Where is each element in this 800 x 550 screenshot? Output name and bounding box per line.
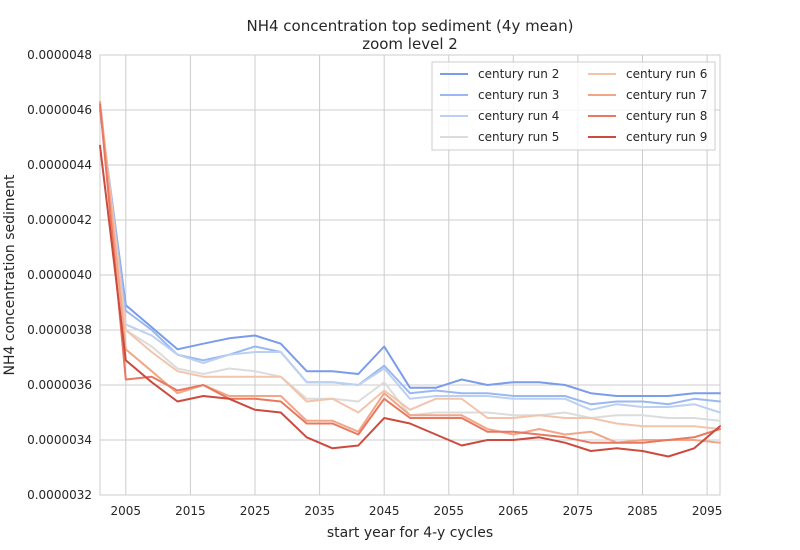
y-tick-label: 0.0000038 (27, 323, 92, 337)
x-tick-label: 2015 (175, 504, 206, 518)
series-line-century-run-3 (99, 106, 721, 406)
x-tick-label: 2025 (240, 504, 271, 518)
legend-item-century-run-8: century run 8 (588, 109, 707, 123)
x-tick-label: 2075 (563, 504, 594, 518)
legend-label: century run 5 (478, 130, 559, 144)
y-tick-label: 0.0000034 (27, 433, 92, 447)
y-tick-label: 0.0000040 (27, 268, 92, 282)
x-tick-label: 2065 (498, 504, 529, 518)
legend-item-century-run-6: century run 6 (588, 67, 707, 81)
legend-item-century-run-5: century run 5 (440, 130, 559, 144)
y-axis-label: NH4 concentration sediment (2, 174, 18, 376)
legend-label: century run 4 (478, 109, 559, 123)
x-axis-label: start year for 4-y cycles (327, 525, 493, 541)
x-tick-label: 2045 (369, 504, 400, 518)
x-tick-label: 2095 (692, 504, 723, 518)
legend-item-century-run-7: century run 7 (588, 88, 707, 102)
x-tick-label: 2055 (434, 504, 465, 518)
legend: century run 2 century run 3 century run 4 c… (431, 61, 716, 151)
y-tick-label: 0.0000032 (27, 488, 92, 502)
legend-label: century run 2 (478, 67, 559, 81)
x-tick-label: 2005 (111, 504, 142, 518)
series-line-century-run-4 (99, 103, 721, 414)
legend-item-century-run-4: century run 4 (440, 109, 559, 123)
legend-label: century run 6 (626, 67, 707, 81)
legend-label: century run 8 (626, 109, 707, 123)
legend-box (431, 61, 716, 151)
legend-label: century run 9 (626, 130, 707, 144)
y-tick-label: 0.0000036 (27, 378, 92, 392)
series-line-century-run-6 (99, 100, 721, 430)
chart-subtitle: zoom level 2 (362, 35, 458, 53)
series-line-century-run-9 (99, 144, 721, 458)
y-tick-label: 0.0000046 (27, 103, 92, 117)
x-tick-label: 2035 (304, 504, 335, 518)
series-line-century-run-8 (99, 103, 721, 444)
plot-area (99, 54, 721, 496)
y-tick-label: 0.0000044 (27, 158, 92, 172)
legend-label: century run 7 (626, 88, 707, 102)
x-tick-label: 2085 (627, 504, 658, 518)
series-lines (99, 100, 721, 458)
chart-title: NH4 concentration top sediment (4y mean) (247, 17, 574, 35)
legend-label: century run 3 (478, 88, 559, 102)
legend-item-century-run-3: century run 3 (440, 88, 559, 102)
x-tick-labels: 2005 2015 2025 2035 2045 2055 2065 2075 2085 2095 (111, 504, 723, 518)
legend-item-century-run-2: century run 2 (440, 67, 559, 81)
legend-item-century-run-9: century run 9 (588, 130, 707, 144)
y-tick-label: 0.0000048 (27, 48, 92, 62)
y-tick-labels: 0.0000032 0.0000034 0.0000036 0.0000038 0.00… (27, 48, 92, 502)
series-line-century-run-2 (99, 109, 721, 397)
y-tick-label: 0.0000042 (27, 213, 92, 227)
